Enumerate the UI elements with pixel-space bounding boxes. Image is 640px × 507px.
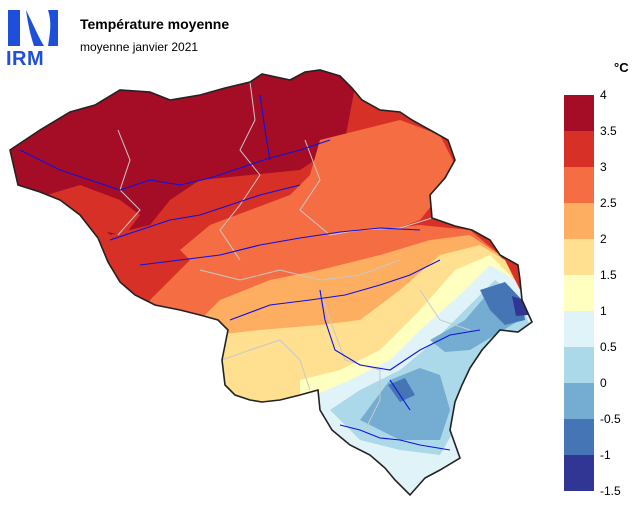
legend-label: 0.5 bbox=[600, 340, 617, 354]
legend-label: -1 bbox=[600, 448, 611, 462]
legend-label: 1 bbox=[600, 304, 607, 318]
legend-swatch bbox=[564, 167, 594, 203]
legend-swatch bbox=[564, 419, 594, 455]
legend-label: 1.5 bbox=[600, 268, 617, 282]
legend-swatch bbox=[564, 275, 594, 311]
map-subtitle: moyenne janvier 2021 bbox=[80, 40, 199, 54]
legend-label: 2 bbox=[600, 232, 607, 246]
country-border bbox=[9, 69, 534, 497]
legend-swatch bbox=[564, 95, 594, 131]
legend-swatch bbox=[564, 311, 594, 347]
legend-unit: °C bbox=[614, 60, 629, 75]
legend-label: 3 bbox=[600, 160, 607, 174]
legend-swatch bbox=[564, 131, 594, 167]
legend-swatch bbox=[564, 383, 594, 419]
legend-swatch bbox=[564, 347, 594, 383]
rivers bbox=[19, 94, 481, 451]
temperature-field bbox=[10, 70, 532, 495]
legend-label: -0.5 bbox=[600, 412, 621, 426]
map-title: Température moyenne bbox=[80, 16, 230, 32]
legend-swatch bbox=[564, 239, 594, 275]
legend-label: -1.5 bbox=[600, 484, 621, 498]
temperature-map bbox=[9, 69, 534, 497]
legend-label: 0 bbox=[600, 376, 607, 390]
legend-swatch bbox=[564, 455, 594, 491]
legend-label: 4 bbox=[600, 88, 607, 102]
irm-logo bbox=[8, 10, 58, 46]
legend-swatch bbox=[564, 203, 594, 239]
legend-label: 2.5 bbox=[600, 196, 617, 210]
logo-text: IRM bbox=[6, 48, 45, 70]
legend-label: 3.5 bbox=[600, 124, 617, 138]
